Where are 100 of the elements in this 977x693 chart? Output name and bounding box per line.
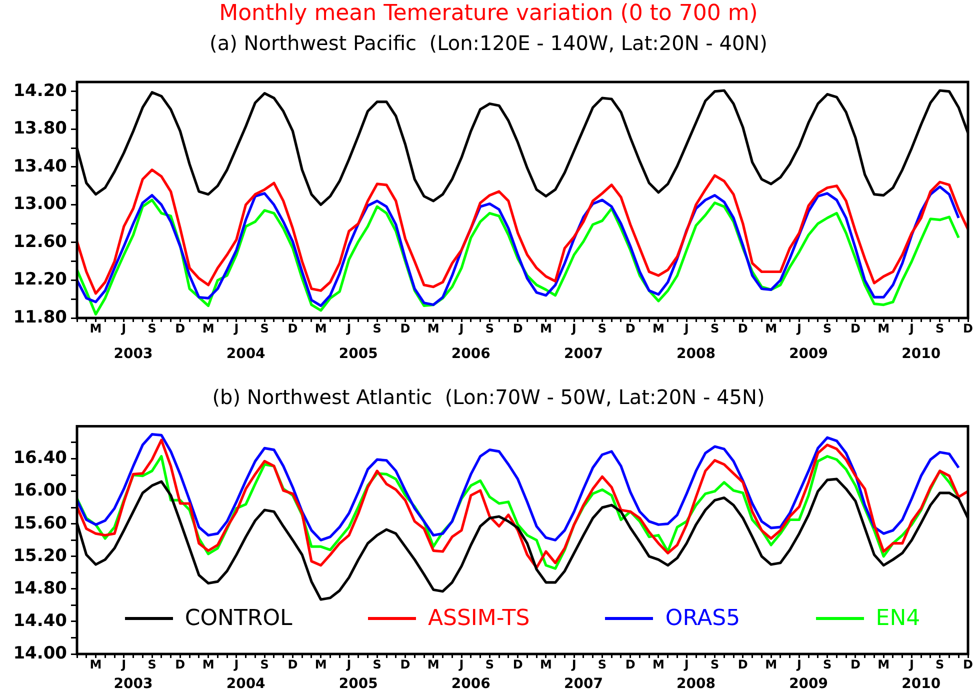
- x-tick-label: D: [850, 321, 860, 336]
- x-tick-label: M: [540, 657, 552, 672]
- x-tick-label: D: [625, 321, 636, 336]
- x-tick-label: D: [512, 321, 523, 336]
- y-tick-label: 13.40: [13, 156, 68, 176]
- x-tick-label: J: [346, 657, 352, 672]
- x-tick-label: M: [652, 657, 664, 672]
- x-tick-label: S: [598, 657, 607, 672]
- x2-tick-label: 2009: [789, 346, 828, 362]
- x-tick-label: D: [400, 321, 410, 336]
- x2-tick-label: 2007: [564, 676, 603, 692]
- x-tick-label: D: [850, 657, 860, 672]
- x2-tick-label: 2005: [338, 346, 378, 362]
- x2-tick-label: 2003: [114, 676, 153, 692]
- y-tick-label: 16.00: [13, 480, 68, 501]
- x2-tick-label: 2007: [564, 346, 603, 362]
- x-tick-label: S: [710, 657, 720, 672]
- x-tick-label: S: [372, 657, 382, 672]
- legend-label: ORAS5: [665, 606, 740, 630]
- y-tick-label: 11.80: [13, 307, 68, 328]
- x-tick-label: M: [202, 321, 214, 336]
- y-tick-label: 14.80: [13, 578, 68, 598]
- x-tick-label: S: [822, 657, 832, 672]
- chart-title: (b) Northwest Atlantic (Lon:70W - 50W, Lat:20N - 45N): [211, 384, 766, 411]
- x-tick-label: M: [540, 321, 552, 336]
- x2-tick-label: 2008: [676, 676, 716, 692]
- x-tick-label: J: [233, 321, 239, 336]
- x-tick-label: M: [427, 321, 440, 336]
- x-tick-label: D: [738, 657, 748, 672]
- x-tick-label: D: [625, 657, 636, 672]
- x-tick-label: J: [683, 657, 689, 672]
- x2-tick-label: 2009: [789, 676, 828, 692]
- x2-tick-label: 2010: [902, 346, 941, 362]
- x-tick-label: S: [260, 657, 269, 672]
- x-tick-label: M: [878, 657, 890, 672]
- x-tick-label: M: [652, 321, 664, 336]
- x-tick-label: S: [148, 321, 156, 336]
- x2-tick-label: 2006: [451, 676, 490, 692]
- x-tick-label: J: [796, 321, 802, 336]
- x-tick-label: M: [314, 321, 327, 336]
- x-tick-label: J: [683, 321, 689, 336]
- legend-label: EN4: [876, 606, 920, 630]
- x-tick-label: D: [738, 321, 748, 336]
- y-tick-label: 14.20: [13, 80, 68, 101]
- x2-tick-label: 2004: [226, 346, 266, 362]
- x-tick-label: S: [485, 321, 494, 336]
- x-tick-label: J: [908, 321, 914, 336]
- x-tick-label: J: [458, 657, 464, 672]
- x-tick-label: S: [598, 321, 607, 336]
- x-tick-label: D: [400, 657, 410, 672]
- x-tick-label: J: [458, 321, 464, 336]
- x-tick-label: M: [765, 657, 778, 672]
- x-tick-label: M: [90, 321, 102, 336]
- x-tick-label: J: [908, 657, 914, 672]
- y-tick-label: 14.00: [13, 643, 68, 664]
- x-tick-label: M: [90, 657, 102, 672]
- chart-title: Monthly mean Temerature variation (0 to 700 m): [218, 0, 759, 28]
- y-tick-label: 12.20: [13, 270, 68, 290]
- x-tick-label: M: [202, 657, 214, 672]
- x-tick-label: D: [512, 657, 523, 672]
- x-tick-label: S: [936, 321, 944, 336]
- x-tick-label: M: [427, 657, 440, 672]
- x-tick-label: J: [796, 657, 802, 672]
- x2-tick-label: 2008: [676, 346, 716, 362]
- y-tick-label: 12.60: [13, 232, 68, 252]
- x-tick-label: S: [822, 321, 832, 336]
- y-tick-label: 14.40: [13, 610, 68, 631]
- x-tick-label: S: [148, 657, 156, 672]
- x-tick-label: S: [372, 321, 382, 336]
- x-tick-label: S: [260, 321, 269, 336]
- x2-tick-label: 2010: [902, 676, 941, 692]
- x-tick-label: D: [288, 657, 298, 672]
- x-tick-label: D: [175, 657, 186, 672]
- y-tick-label: 16.40: [13, 448, 68, 468]
- y-tick-label: 13.80: [13, 118, 68, 139]
- x2-tick-label: 2005: [338, 676, 378, 692]
- x-tick-label: M: [765, 321, 778, 336]
- y-tick-label: 15.60: [13, 513, 68, 534]
- x2-tick-label: 2006: [451, 346, 490, 362]
- x-tick-label: M: [878, 321, 890, 336]
- x-tick-label: M: [314, 657, 327, 672]
- chart-subtitle: (a) Northwest Pacific (Lon:120E - 140W, Lat:20N - 40N): [208, 30, 768, 57]
- x-tick-label: J: [120, 657, 126, 672]
- x-tick-label: D: [963, 657, 974, 672]
- x-tick-label: S: [936, 657, 944, 672]
- x-tick-label: J: [346, 321, 352, 336]
- x-tick-label: S: [485, 657, 494, 672]
- x-tick-label: J: [233, 657, 239, 672]
- x-tick-label: D: [175, 321, 186, 336]
- x-tick-label: D: [963, 321, 974, 336]
- x2-tick-label: 2003: [114, 346, 153, 362]
- x2-tick-label: 2004: [226, 676, 266, 692]
- legend-label: ASSIM-TS: [428, 606, 530, 630]
- x-tick-label: S: [710, 321, 720, 336]
- x-tick-label: D: [288, 321, 298, 336]
- y-tick-label: 15.20: [13, 546, 68, 566]
- y-tick-label: 13.00: [13, 194, 68, 214]
- x-tick-label: J: [570, 321, 576, 336]
- x-tick-label: J: [120, 321, 126, 336]
- legend-label: CONTROL: [184, 606, 292, 630]
